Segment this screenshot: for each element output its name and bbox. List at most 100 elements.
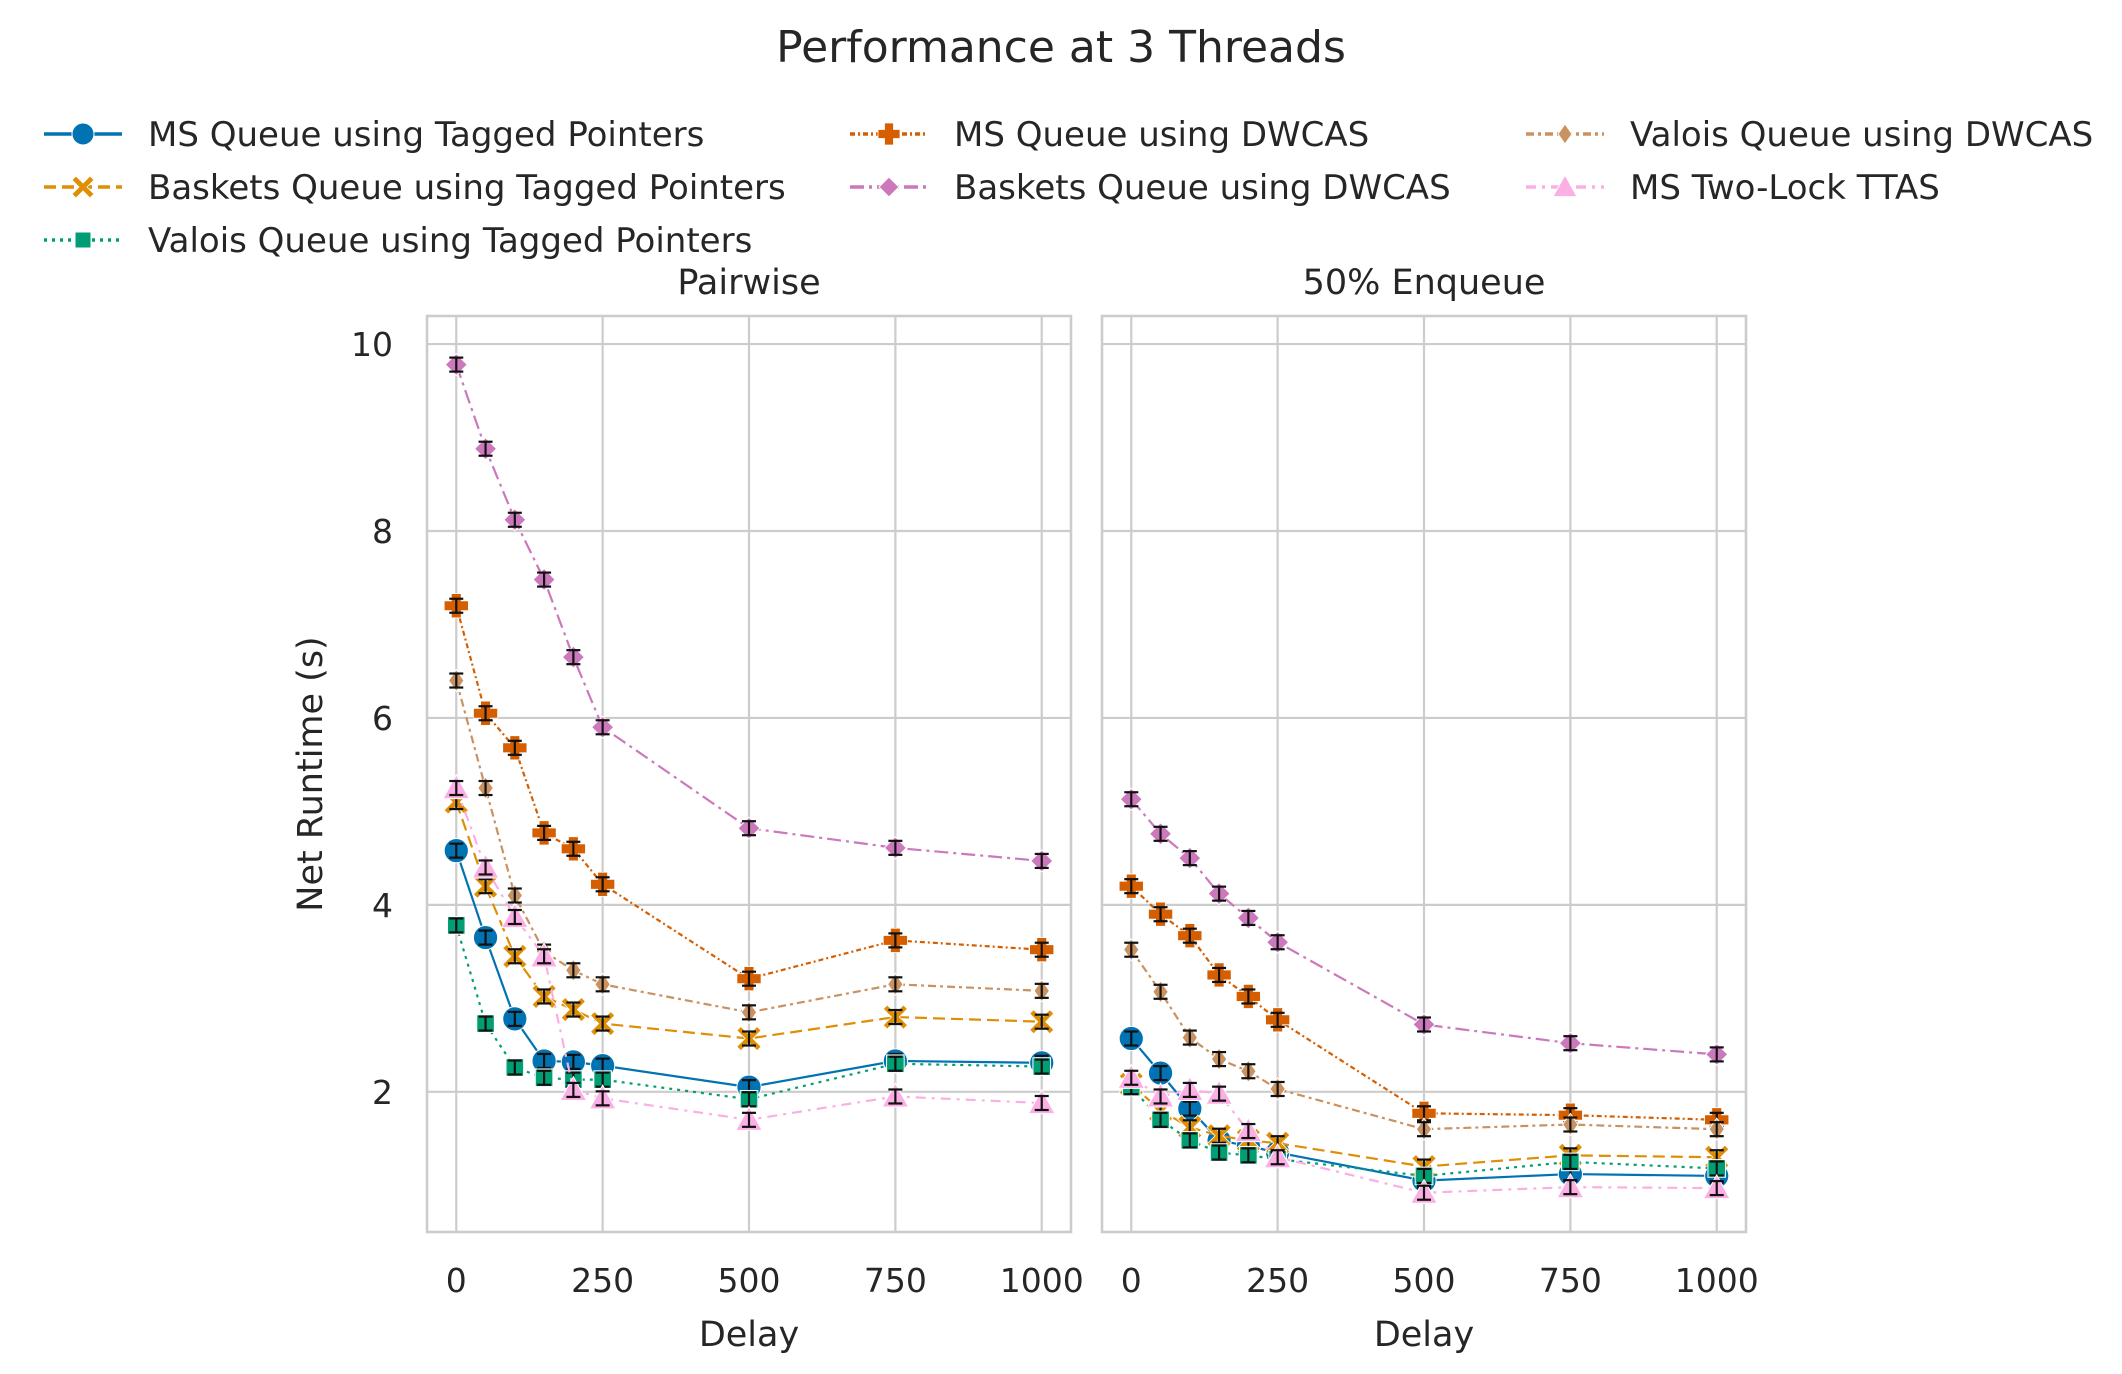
error-bar: [1153, 1065, 1168, 1082]
error-bar: [1124, 1069, 1139, 1086]
error-bar: [1270, 1149, 1285, 1166]
error-bar: [1241, 1063, 1256, 1080]
plot-frame: [425, 314, 1073, 1234]
error-bar: [507, 948, 522, 965]
error-bar: [742, 820, 756, 837]
error-bar: [478, 440, 493, 457]
x-tick-label: 500: [718, 1261, 781, 1300]
legend-label: Valois Queue using DWCAS: [1630, 115, 2093, 155]
x-tick-label: 500: [1393, 1261, 1456, 1300]
error-bar: [537, 1052, 552, 1070]
series-line: [455, 925, 1042, 1101]
error-bar: [1124, 941, 1139, 958]
error-bar: [742, 1030, 756, 1047]
error-bar: [595, 876, 610, 893]
error-bar: [595, 1015, 610, 1032]
error-bar: [742, 970, 756, 987]
y-tick-label: 4: [372, 886, 393, 925]
error-bar: [1182, 1081, 1197, 1099]
legend-marker-thin-diamond-icon: [1557, 123, 1573, 145]
x-tick-label: 250: [571, 1261, 634, 1300]
error-bar: [449, 597, 464, 614]
error-bar: [1034, 1013, 1049, 1030]
error-bar: [595, 719, 610, 736]
error-bar: [1034, 1094, 1049, 1112]
error-bar: [1563, 1116, 1578, 1133]
error-bar: [566, 962, 581, 979]
legend-item-ms-queue-using-dwcas: MS Queue using DWCAS: [850, 115, 1369, 155]
error-bar: [537, 1069, 552, 1086]
series-line: [455, 605, 1042, 980]
error-bar: [1270, 934, 1285, 951]
y-tick-label: 2: [372, 1073, 393, 1112]
error-bar: [537, 824, 552, 841]
error-bar: [1417, 1184, 1431, 1201]
error-bar: [1153, 1111, 1168, 1128]
error-bar: [1212, 885, 1227, 902]
error-bar: [1270, 1011, 1285, 1028]
error-bar: [537, 571, 552, 588]
error-bar: [1212, 1144, 1227, 1161]
error-bar: [1270, 1080, 1285, 1098]
y-tick-label: 8: [372, 512, 393, 551]
legend-item-ms-two-lock-ttas: MS Two-Lock TTAS: [1526, 168, 1940, 208]
series-baskets-queue-using-dwcas: [444, 352, 1054, 873]
error-bar: [1417, 1121, 1431, 1138]
series-line: [1130, 885, 1717, 1121]
error-bar: [478, 878, 493, 895]
error-bar: [1182, 927, 1197, 944]
error-bar: [537, 988, 552, 1005]
error-bar: [595, 976, 610, 993]
error-bar: [1563, 1179, 1578, 1196]
series-ms-queue-using-dwcas: [443, 593, 1055, 992]
x-axis-label: Delay: [699, 1315, 799, 1355]
series-line: [455, 364, 1042, 863]
legend-label: MS Queue using Tagged Pointers: [148, 115, 704, 155]
legend-item-baskets-queue-using-tagged-pointers: Baskets Queue using Tagged Pointers: [44, 168, 786, 208]
legend-item-valois-queue-using-tagged-pointers: Valois Queue using Tagged Pointers: [44, 221, 752, 261]
series-line: [455, 801, 1042, 1040]
legend: MS Queue using Tagged Pointers Baskets Qu…: [44, 115, 2093, 261]
error-bar: [1241, 1122, 1256, 1140]
x-tick-label: 250: [1246, 1261, 1309, 1300]
error-bar: [1417, 1016, 1431, 1033]
error-bar: [566, 1081, 581, 1099]
error-bar: [449, 356, 464, 373]
error-bar: [478, 929, 493, 946]
error-bar: [1182, 1100, 1197, 1117]
error-bar: [1124, 878, 1139, 895]
error-bar: [478, 1015, 493, 1032]
legend-label: Baskets Queue using Tagged Pointers: [148, 168, 786, 208]
x-tick-label: 0: [1121, 1261, 1142, 1300]
x-tick-label: 1000: [1675, 1261, 1759, 1300]
error-bar: [507, 739, 522, 756]
error-bar: [595, 1090, 610, 1107]
error-bar: [1124, 791, 1139, 808]
error-bar: [742, 1004, 756, 1021]
error-bar: [1212, 1050, 1227, 1068]
error-bar: [507, 1010, 522, 1027]
panel-title: Pairwise: [677, 263, 820, 303]
error-bar: [507, 1059, 522, 1076]
error-bar: [478, 779, 493, 797]
legend-item-ms-queue-using-tagged-pointers: MS Queue using Tagged Pointers: [44, 115, 704, 155]
error-bar: [888, 1055, 903, 1072]
y-tick-label: 6: [372, 699, 393, 738]
error-bar: [1212, 1127, 1227, 1144]
panel-title: 50% Enqueue: [1303, 263, 1546, 303]
error-bar: [888, 976, 903, 993]
error-bar: [1153, 906, 1168, 923]
error-bar: [1034, 982, 1049, 999]
error-bar: [742, 1111, 756, 1128]
y-axis-label: Net Runtime (s): [291, 636, 331, 911]
error-bar: [1241, 909, 1256, 927]
error-bar: [478, 705, 493, 722]
legend-label: Valois Queue using Tagged Pointers: [148, 221, 752, 261]
error-bar: [1212, 966, 1227, 984]
error-bar: [449, 917, 464, 934]
error-bar: [1182, 850, 1197, 867]
series-baskets-queue-using-dwcas: [1119, 787, 1729, 1067]
error-bar: [1241, 1147, 1256, 1164]
error-bar: [1034, 852, 1049, 870]
chart-title: Performance at 3 Threads: [776, 22, 1346, 73]
